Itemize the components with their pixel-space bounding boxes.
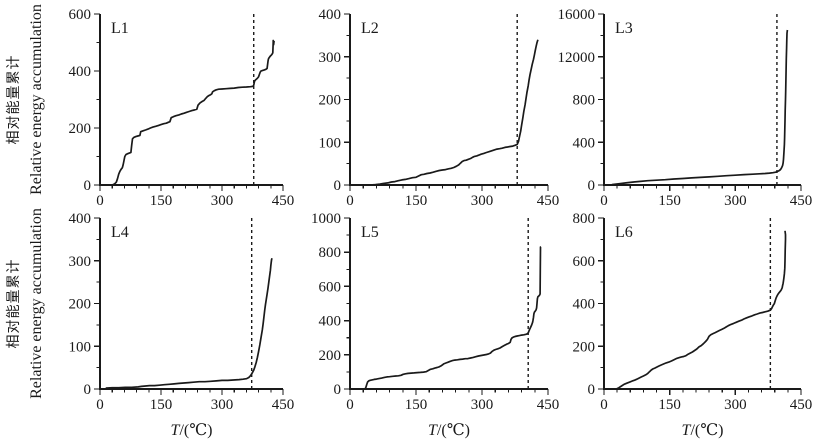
x-tick-label: 150 (405, 397, 428, 413)
axes-frame (349, 14, 548, 186)
x-tick-label: 0 (600, 193, 608, 209)
y-axis-label-cn: 相对能量累计 (6, 55, 22, 145)
y-tick-label: 600 (69, 7, 92, 23)
y-tick-label: 0 (84, 382, 92, 398)
y-tick-label: 400 (573, 297, 596, 313)
y-tick-label: 200 (319, 93, 342, 109)
x-tick-label: 300 (211, 397, 234, 413)
x-axis-label: T/(℃) (171, 422, 213, 439)
y-tick-label: 200 (319, 348, 342, 364)
x-tick-label: 0 (346, 397, 354, 413)
y-tick-label: 1000 (311, 211, 341, 227)
y-axis-label-en: Relative energy accumulation (28, 208, 45, 399)
x-tick-label: 450 (272, 397, 295, 413)
y-tick-label: 800 (573, 211, 596, 227)
panel-label: L2 (361, 20, 379, 37)
x-tick-label: 0 (346, 193, 354, 209)
panel-L5: 0 150 300 450 0 200 400 600 800 1000 L5 T/(℃) (311, 211, 559, 439)
axes-frame (603, 14, 801, 186)
x-tick-label: 300 (724, 193, 747, 209)
axes-frame (603, 218, 801, 390)
panel-label: L5 (361, 224, 379, 241)
y-tick-label: 600 (319, 279, 342, 295)
energy-curve (371, 39, 539, 186)
y-tick-label: 0 (588, 382, 596, 398)
x-tick-label: 0 (600, 397, 608, 413)
x-tick-label: 450 (537, 397, 560, 413)
y-tick-label: 100 (69, 339, 92, 355)
panel-L3: 0 150 300 450 0 400 800 12000 16000 L3 (558, 7, 813, 209)
y-tick-label: 400 (319, 314, 342, 330)
panel-L4: 0 150 300 450 0 100 200 300 400 L4 T/(℃) (69, 211, 295, 439)
y-tick-label: 0 (334, 178, 342, 194)
y-tick-label: 0 (588, 178, 596, 194)
y-tick-label: 16000 (558, 7, 596, 23)
y-tick-label: 200 (573, 339, 596, 355)
energy-curve (611, 29, 789, 186)
x-tick-label: 0 (96, 193, 104, 209)
energy-curve (615, 230, 787, 390)
x-tick-label: 150 (405, 193, 428, 209)
x-tick-label: 300 (724, 397, 747, 413)
energy-curve (111, 39, 275, 186)
y-tick-label: 300 (319, 50, 342, 66)
y-tick-label: 400 (69, 211, 92, 227)
y-tick-label: 400 (319, 7, 342, 23)
x-tick-label: 150 (150, 193, 173, 209)
x-tick-label: 450 (790, 397, 813, 413)
y-tick-label: 400 (573, 135, 596, 151)
y-tick-label: 800 (573, 93, 596, 109)
x-axis-label: T/(℃) (428, 422, 470, 439)
panel-L2: 0 150 300 450 0 100 200 300 400 L2 (319, 7, 560, 209)
x-tick-label: 300 (471, 397, 494, 413)
x-tick-label: 300 (211, 193, 234, 209)
x-tick-label: 150 (658, 397, 681, 413)
x-tick-label: 450 (272, 193, 295, 209)
energy-curve (364, 246, 542, 390)
x-axis-label: T/(℃) (682, 422, 724, 439)
panel-label: L6 (615, 224, 633, 241)
y-tick-label: 12000 (558, 50, 596, 66)
axes-frame (349, 218, 548, 390)
x-tick-label: 450 (790, 193, 813, 209)
y-axis-label-cn: 相对能量累计 (6, 259, 22, 349)
y-tick-label: 200 (69, 121, 92, 137)
y-tick-label: 0 (334, 382, 342, 398)
y-tick-label: 200 (69, 297, 92, 313)
x-tick-label: 0 (96, 397, 104, 413)
panel-label: L3 (615, 20, 633, 37)
x-tick-label: 300 (471, 193, 494, 209)
x-tick-label: 150 (150, 397, 173, 413)
y-tick-label: 0 (84, 178, 92, 194)
y-tick-label: 600 (573, 254, 596, 270)
axes-frame (99, 14, 283, 186)
y-axis-label-en: Relative energy accumulation (28, 4, 45, 195)
panel-L1: 0 150 300 450 0 200 400 600 L1 (69, 7, 295, 209)
panel-L6: 0 150 300 450 0 200 400 600 800 L6 T/(℃) (573, 211, 813, 439)
panel-label: L1 (111, 20, 129, 37)
y-tick-label: 800 (319, 245, 342, 261)
panel-label: L4 (111, 224, 129, 241)
y-tick-label: 100 (319, 135, 342, 151)
y-tick-label: 400 (69, 64, 92, 80)
energy-curve (105, 257, 273, 389)
x-tick-label: 150 (658, 193, 681, 209)
y-tick-label: 300 (69, 254, 92, 270)
x-tick-label: 450 (537, 193, 560, 209)
